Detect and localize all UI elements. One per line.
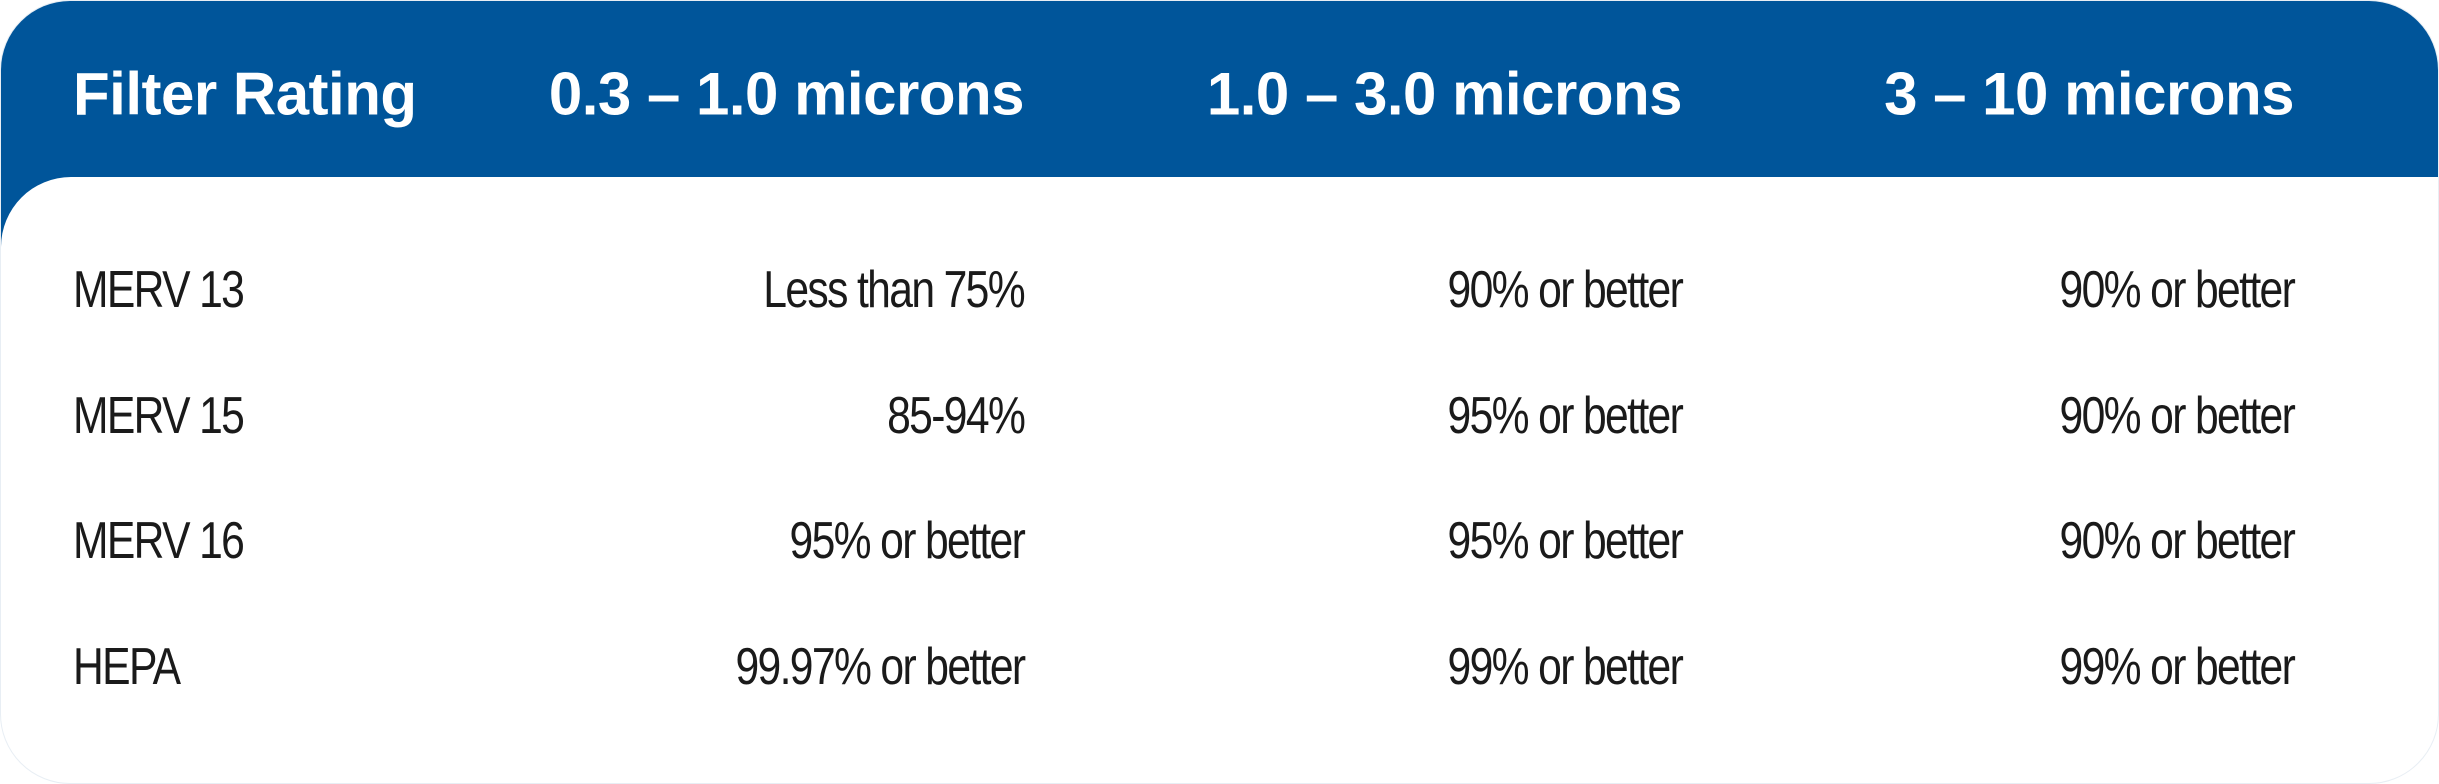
table-cell: 90% or better — [2059, 512, 2295, 570]
table-cell: Less than 75% — [763, 261, 1025, 319]
table-cell: 99% or better — [1447, 638, 1683, 696]
header-cell: 1.0 – 3.0 microns — [1206, 60, 1683, 128]
table-cell: 99% or better — [2059, 638, 2295, 696]
row-label: MERV 13 — [73, 261, 245, 319]
table-cell: 95% or better — [789, 512, 1025, 570]
table-cell: 99.97% or better — [734, 638, 1026, 696]
table-cell: 95% or better — [1447, 512, 1683, 570]
header-cell: 0.3 – 1.0 microns — [548, 60, 1025, 128]
row-label: MERV 15 — [73, 387, 245, 445]
table-cell: 90% or better — [2059, 387, 2295, 445]
corner-inner — [1, 177, 161, 337]
header-cell: Filter Rating — [73, 60, 417, 128]
row-label: HEPA — [73, 638, 181, 696]
header-cell: 3 – 10 microns — [1884, 60, 2294, 128]
header-band — [1, 1, 2438, 177]
row-label: MERV 16 — [73, 512, 245, 570]
table-cell: 90% or better — [2059, 261, 2295, 319]
table-cell: 85-94% — [886, 387, 1026, 445]
table-cell: 90% or better — [1447, 261, 1683, 319]
table-cell: 95% or better — [1447, 387, 1683, 445]
